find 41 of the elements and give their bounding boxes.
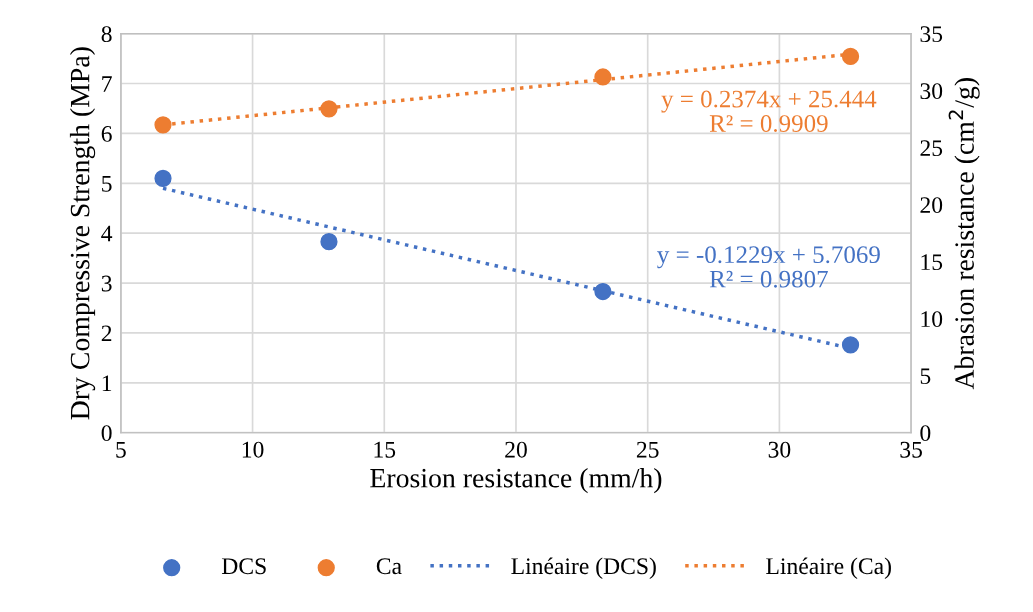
- y-tick-label: 1: [102, 375, 112, 391]
- x-tick-label: 30: [768, 441, 791, 458]
- y-axis-title: Dry Compressive Strength (MPa): [69, 47, 96, 420]
- legend-label: Linéaire (Ca): [766, 557, 891, 579]
- y-tick-label: 0: [101, 425, 112, 442]
- y2-tick-label: 5: [920, 368, 931, 385]
- x-tick-label: 25: [636, 441, 659, 458]
- y-tick-label: 3: [101, 275, 112, 292]
- point: [154, 169, 172, 187]
- x-tick-label: 5: [116, 441, 126, 458]
- point: [154, 116, 172, 134]
- y-tick-label: 8: [101, 26, 112, 43]
- point: [841, 47, 860, 66]
- y-tick-label: 4: [101, 225, 113, 242]
- y2-tick-label: 15: [921, 254, 943, 271]
- x-tick-label: 35: [900, 441, 922, 458]
- y-tick-label: 7: [102, 76, 112, 92]
- legend-label: DCS: [221, 558, 266, 575]
- y2-tick-label: 30: [920, 83, 943, 100]
- y-tick-label: 2: [101, 325, 112, 342]
- legend-label: Linéaire (DCS): [511, 557, 656, 579]
- y2-tick-label: 35: [920, 26, 943, 43]
- x-axis-title: Erosion resistance (mm/h): [370, 467, 662, 494]
- y2-tick-label: 25: [920, 140, 943, 157]
- x-tick-label: 15: [374, 441, 396, 458]
- y2-tick-label: 0: [920, 425, 931, 442]
- point: [841, 336, 860, 354]
- point: [320, 100, 338, 118]
- point: [320, 233, 338, 251]
- y-tick-label: 6: [101, 125, 112, 142]
- annotation: y = -0.1229x + 5.7069 R² = 0.9807: [657, 246, 880, 288]
- y2-tick-label: 10: [921, 311, 943, 328]
- x-tick-label: 20: [505, 441, 527, 458]
- y-tick-label: 5: [102, 176, 112, 192]
- annotation: y = 0.2374x + 25.444 R² = 0.9909: [661, 90, 877, 133]
- point: [594, 282, 612, 301]
- y2-axis-title: Abrasion resistance (cm$^{2}$/g): [948, 78, 980, 390]
- point: [594, 68, 612, 86]
- legend-label: Ca: [376, 558, 402, 575]
- y2-tick-label: 20: [920, 197, 943, 214]
- x-tick-label: 10: [242, 441, 264, 458]
